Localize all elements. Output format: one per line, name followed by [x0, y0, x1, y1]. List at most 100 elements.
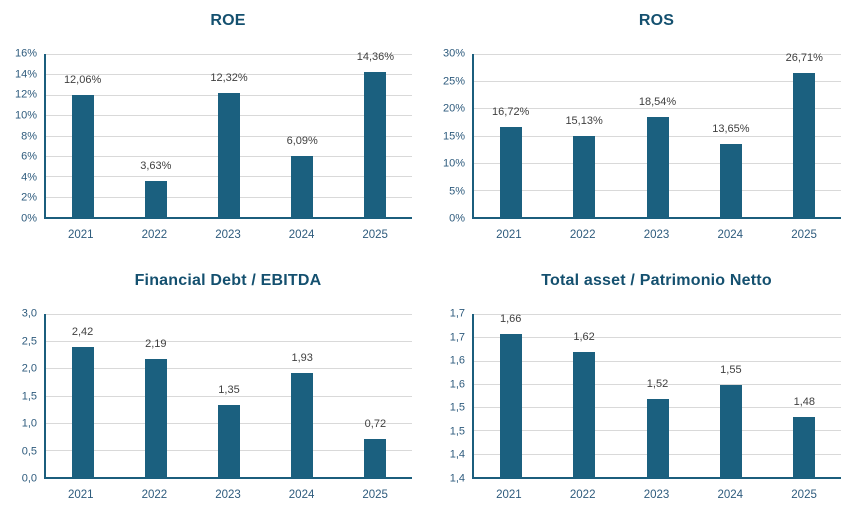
y-tick-label: 16%: [14, 47, 37, 60]
y-tick-label: 1,0: [21, 417, 37, 430]
gridline: [46, 395, 412, 397]
chart-title-financial-debt-ebitda: Financial Debt / EBITDA: [134, 272, 322, 289]
bar-value-label: 14,36%: [356, 50, 395, 63]
x-tick-label: 2025: [362, 489, 388, 501]
bar-2023: [646, 398, 669, 478]
gridline: [46, 314, 412, 315]
gridline: [46, 368, 412, 370]
bar-value-label: 1,48: [793, 396, 816, 409]
bar-2024: [291, 373, 314, 478]
y-tick-label: 4%: [21, 171, 37, 184]
plot-row: 1,7 1,7 1,6 1,6 1,5 1,5 1,4 1,4 1,66 1,62 1,52 1,5…: [434, 308, 841, 484]
x-tick-label: 2023: [215, 489, 241, 501]
y-tick-label: 12%: [14, 88, 37, 101]
bar-2024: [719, 384, 742, 478]
chart-total-asset-patrimonio-netto: Total asset / Patrimonio Netto 1,7 1,7 1,6…: [428, 260, 857, 520]
x-tick-label: 2025: [791, 489, 817, 501]
y-tick-label: 8%: [21, 130, 37, 142]
bar-2021: [71, 346, 94, 478]
plot-row: 30% 25% 20% 15% 10% 5% 0% 16,72% 15,13% 18,54% 13…: [434, 48, 841, 224]
gridline: [474, 314, 841, 315]
gridline: [46, 74, 412, 76]
x-tick-label: 2025: [362, 229, 388, 241]
bar-value-label: 12,32%: [210, 71, 248, 84]
bar-2021: [499, 333, 522, 478]
chart-title-roe: ROE: [210, 12, 246, 29]
bar-value-label: 26,71%: [785, 51, 823, 64]
y-tick-label: 20%: [442, 102, 465, 115]
chart-title-total-asset-patrimonio-netto: Total asset / Patrimonio Netto: [541, 272, 772, 289]
y-tick-label: 14%: [14, 68, 37, 81]
y-tick-label: 0%: [21, 212, 37, 225]
bar-2024: [719, 143, 742, 218]
x-tick-label: 2022: [569, 489, 596, 501]
y-tick-label: 1,4: [449, 448, 465, 461]
x-tick-label: 2023: [215, 229, 241, 241]
y-tick-label: 1,5: [449, 425, 465, 438]
bar-2022: [144, 359, 167, 478]
bar-2025: [793, 417, 816, 478]
bar-2022: [144, 181, 167, 218]
y-tick-label: 15%: [442, 130, 465, 142]
bar-value-label: 1,35: [218, 383, 240, 396]
bar-value-label: 6,09%: [286, 134, 318, 147]
bar-2022: [573, 352, 596, 478]
bar-2021: [499, 127, 522, 218]
y-tick-label: 6%: [21, 150, 37, 163]
chart-roe: ROE 16% 14% 12% 10% 8% 6% 4% 2% 0% 12,06% 3,63% 12…: [0, 0, 428, 260]
x-tick-label: 2022: [141, 229, 168, 241]
y-tick-label: 1,4: [449, 472, 465, 485]
gridline: [46, 54, 412, 55]
y-tick-label: 0,0: [21, 472, 37, 485]
x-axis: 2021 2022 2023 2024 2025: [472, 229, 841, 241]
bar-value-label: 2,42: [71, 325, 94, 338]
x-axis: 2021 2022 2023 2024 2025: [44, 489, 412, 501]
x-tick-label: 2024: [288, 489, 315, 501]
bar-value-label: 15,13%: [565, 114, 603, 127]
x-tick-label: 2023: [643, 229, 670, 241]
bar-value-label: 1,52: [646, 377, 669, 390]
y-tick-label: 1,5: [449, 401, 465, 414]
x-axis: 2021 2022 2023 2024 2025: [472, 489, 841, 501]
y-axis: 3,0 2,5 2,0 1,5 1,0 0,5 0,0: [6, 308, 44, 484]
x-tick-label: 2024: [288, 229, 315, 241]
x-tick-label: 2022: [569, 229, 596, 241]
bar-2021: [71, 95, 94, 218]
y-tick-label: 1,7: [449, 307, 465, 320]
gridline: [474, 360, 841, 362]
y-axis: 16% 14% 12% 10% 8% 6% 4% 2% 0%: [6, 48, 44, 224]
x-tick-label: 2023: [643, 489, 670, 501]
bar-2025: [364, 71, 387, 218]
bar-2023: [646, 117, 669, 218]
gridline: [474, 108, 841, 110]
bar-value-label: 16,72%: [492, 106, 530, 119]
bar-value-label: 1,62: [573, 331, 595, 344]
y-tick-label: 0%: [449, 212, 465, 225]
gridline: [474, 81, 841, 83]
y-axis: 1,7 1,7 1,6 1,6 1,5 1,5 1,4 1,4: [434, 308, 472, 484]
x-tick-label: 2024: [717, 489, 744, 501]
bar-value-label: 3,63%: [140, 160, 172, 173]
gridline: [46, 341, 412, 343]
bar-value-label: 18,54%: [638, 96, 677, 109]
bar-value-label: 1,66: [499, 312, 522, 325]
gridline: [474, 337, 841, 339]
bar-value-label: 2,19: [145, 338, 167, 351]
x-tick-label: 2024: [717, 229, 744, 241]
bar-value-label: 1,55: [720, 363, 742, 376]
y-tick-label: 2,0: [21, 362, 37, 375]
plot-area: 2,42 2,19 1,35 1,93 0,72: [44, 314, 412, 479]
bar-value-label: 0,72: [364, 417, 387, 430]
plot-area: 16,72% 15,13% 18,54% 13,65% 26,71%: [472, 51, 841, 219]
bar-2024: [291, 155, 314, 218]
bar-2023: [218, 404, 240, 478]
plot-area: 1,66 1,62 1,52 1,55 1,48: [472, 312, 841, 479]
y-tick-label: 2,5: [21, 335, 37, 347]
chart-ros: ROS 30% 25% 20% 15% 10% 5% 0% 16,72% 15,13% 18,5…: [428, 0, 857, 260]
x-axis: 2021 2022 2023 2024 2025: [44, 229, 412, 241]
bar-value-label: 12,06%: [63, 74, 102, 87]
x-tick-label: 2021: [68, 489, 94, 501]
y-tick-label: 5%: [449, 185, 465, 197]
chart-financial-debt-ebitda: Financial Debt / EBITDA 3,0 2,5 2,0 1,5 1,0 0…: [0, 260, 428, 520]
bar-2025: [793, 72, 816, 218]
